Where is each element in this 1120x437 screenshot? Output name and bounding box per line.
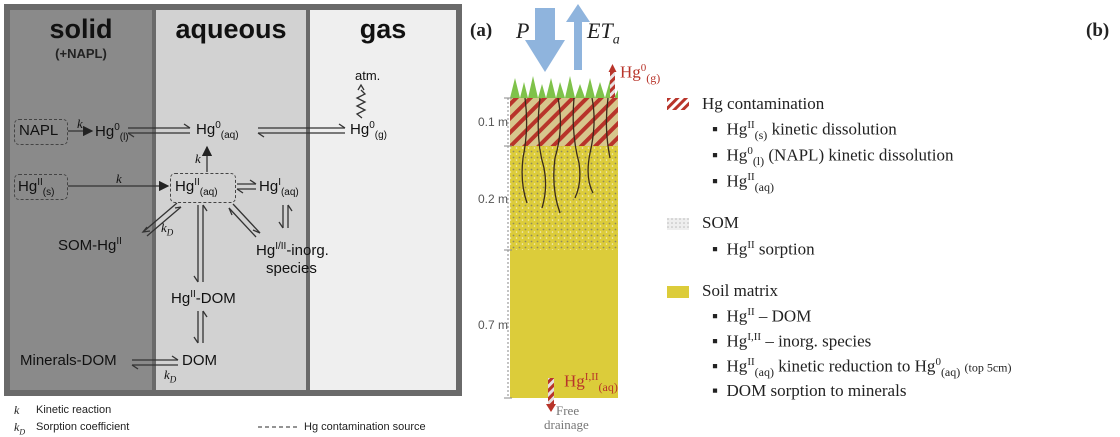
hg-text: Hg bbox=[171, 290, 191, 307]
soil-column-graphic bbox=[504, 4, 618, 412]
som-hg-label: SOM-HgII bbox=[58, 236, 122, 254]
hg0-aqueous-label: Hg0(aq) bbox=[196, 120, 239, 141]
hgI-aqueous-label: HgI(aq) bbox=[259, 177, 299, 198]
legend-k-symbol: k bbox=[14, 403, 20, 417]
legend-contamination-title: Hg contamination bbox=[702, 94, 825, 113]
hg0-gas-top-label: Hg0(g) bbox=[620, 62, 661, 86]
hgII-aqueous-label: HgII(aq) bbox=[175, 177, 218, 198]
legend-kd-symbol: kD bbox=[14, 420, 25, 436]
item-inorg-text: – inorg. species bbox=[761, 331, 872, 351]
hg-text: Hg bbox=[726, 119, 748, 139]
reaction-network-panel: solid (+NAPL) aqueous gas bbox=[0, 0, 466, 437]
soil-matrix-swatch bbox=[667, 286, 689, 298]
solid-heading: solid bbox=[49, 14, 113, 44]
k-label-reduction: k bbox=[195, 151, 201, 166]
hg-text: Hg bbox=[18, 178, 38, 195]
hg-text: Hg bbox=[95, 123, 115, 140]
legend-item-reduction: ▪ HgII(aq) kinetic reduction to Hg0(aq) … bbox=[712, 356, 1012, 380]
legend-item-hg0-l: ▪ Hg0(l) (NAPL) kinetic dissolution bbox=[712, 145, 954, 169]
kd-k-text: k bbox=[164, 367, 170, 382]
hg-solid-source-box bbox=[14, 174, 68, 200]
et-sub: a bbox=[612, 32, 620, 48]
reaction-arrows bbox=[68, 83, 367, 370]
contamination-swatch bbox=[667, 98, 689, 110]
label-a: (a) bbox=[470, 20, 493, 41]
legend-kd-text: Sorption coefficient bbox=[36, 421, 130, 433]
free-drainage-label: Free drainage bbox=[544, 403, 589, 432]
legend-kd-sub: D bbox=[19, 427, 26, 437]
item-dissolution-text: kinetic dissolution bbox=[767, 119, 897, 139]
hg-text: Hg bbox=[256, 242, 276, 259]
hg-text: Hg bbox=[564, 371, 585, 391]
kd-label-som: kD bbox=[161, 220, 173, 238]
depth-label-2: 0.7 m bbox=[478, 318, 509, 332]
hg-text: Hg bbox=[726, 331, 748, 351]
depth-label-1: 0.2 m bbox=[478, 192, 509, 206]
legend-item-dom-sorption: ▪ DOM sorption to minerals bbox=[712, 381, 907, 400]
hg-aq-bottom-label: HgI,II(aq) bbox=[564, 371, 618, 395]
minerals-dom-label: Minerals-DOM bbox=[20, 352, 117, 369]
solid-phase-region bbox=[10, 10, 152, 390]
hg-text: Hg bbox=[726, 171, 748, 191]
hg-aq-source-box bbox=[170, 173, 236, 203]
kd-label-minerals: kD bbox=[164, 367, 176, 385]
legend-soil-title: Soil matrix bbox=[702, 281, 779, 300]
atm-label: atm. bbox=[355, 68, 381, 83]
legend-k-text: Kinetic reaction bbox=[36, 404, 112, 416]
evapotranspiration-label: ETa bbox=[587, 18, 620, 48]
hg0-gas-label: Hg0(g) bbox=[350, 120, 387, 141]
napl-source-box bbox=[14, 119, 68, 145]
item-top-text: (top 5cm) bbox=[964, 360, 1012, 375]
legend-item-hgII-dom: ▪ HgII – DOM bbox=[712, 306, 812, 326]
gas-phase-region bbox=[310, 10, 456, 390]
legend-dash-text: Hg contamination source bbox=[304, 421, 426, 433]
legend-som-title: SOM bbox=[702, 213, 739, 232]
gas-heading: gas bbox=[359, 14, 407, 44]
precipitation-label: P bbox=[516, 18, 530, 43]
hg-text: Hg bbox=[196, 121, 216, 138]
hg-text: Hg bbox=[620, 62, 641, 82]
som-swatch bbox=[667, 218, 689, 230]
item-sorption-text: sorption bbox=[754, 239, 815, 259]
hg0-liquid-label: Hg0(l) bbox=[95, 122, 129, 143]
inorg-species-label: HgI/II-inorg. species bbox=[256, 241, 329, 277]
kd-k-text: k bbox=[161, 220, 167, 235]
hg-text: Hg bbox=[726, 356, 748, 376]
hgII-solid-label: HgII(s) bbox=[18, 177, 55, 198]
dom-label: DOM bbox=[182, 352, 217, 369]
legend-item-inorg: ▪ HgI,II – inorg. species bbox=[712, 331, 872, 351]
legend-item-hgII-aq: ▪ HgII(aq) bbox=[712, 171, 774, 195]
legend-dash-line bbox=[258, 426, 298, 428]
k-label-hgs: k bbox=[116, 171, 122, 186]
legend-item-sorption: ▪ HgII sorption bbox=[712, 239, 815, 259]
label-b: (b) bbox=[1086, 20, 1110, 41]
napl-label: NAPL bbox=[19, 122, 59, 139]
hg-text: Hg bbox=[175, 178, 195, 195]
aqueous-heading: aqueous bbox=[175, 14, 287, 44]
item-dom-sorption-text: DOM sorption to minerals bbox=[726, 381, 907, 400]
hg-text: Hg bbox=[726, 306, 748, 326]
solid-subheading: (+NAPL) bbox=[55, 46, 107, 61]
hgII-dom-label: HgII-DOM bbox=[171, 289, 236, 307]
kd-sub-text: D bbox=[166, 227, 174, 238]
hg-text: Hg bbox=[350, 121, 370, 138]
depth-label-0: 0.1 m bbox=[478, 115, 509, 129]
inorg-species-line2: species bbox=[266, 260, 317, 277]
som-hg-text: SOM-Hg bbox=[58, 237, 117, 254]
hg-text: Hg bbox=[726, 145, 748, 165]
k-label-napl: k bbox=[77, 116, 83, 131]
free-text: Free bbox=[556, 403, 580, 418]
legend-item-hgII-s: ▪ HgII(s) kinetic dissolution bbox=[712, 119, 897, 143]
hg-text: Hg bbox=[259, 178, 279, 195]
legend-kd-k: k bbox=[14, 420, 20, 434]
item-napl-text: (NAPL) kinetic dissolution bbox=[764, 145, 954, 165]
drainage-text: drainage bbox=[544, 417, 589, 432]
item-reduction-text: kinetic reduction to Hg bbox=[773, 356, 936, 376]
hg-text: Hg bbox=[726, 239, 748, 259]
kd-sub-text: D bbox=[169, 374, 177, 385]
item-dom-text: – DOM bbox=[754, 306, 812, 326]
et-text: ET bbox=[587, 18, 613, 43]
